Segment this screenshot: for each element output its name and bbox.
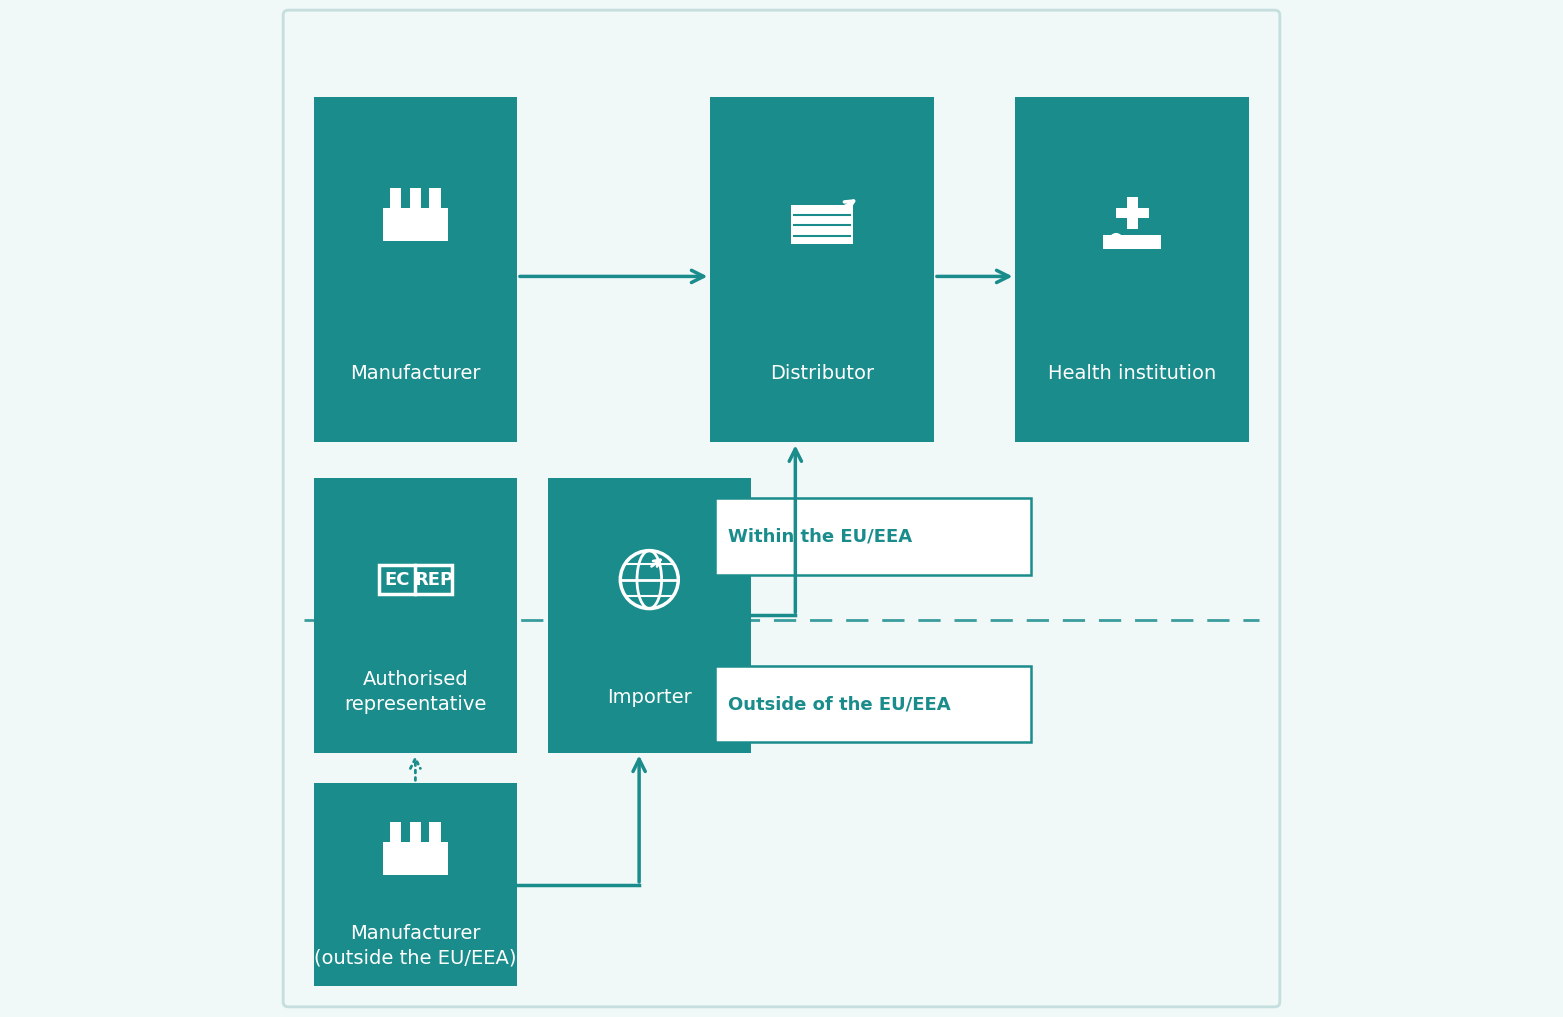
Bar bbox=[791, 205, 853, 244]
Text: Outside of the EU/EEA: Outside of the EU/EEA bbox=[728, 696, 950, 713]
Text: Manufacturer: Manufacturer bbox=[350, 364, 481, 382]
Bar bbox=[547, 478, 750, 753]
Text: REP: REP bbox=[414, 571, 453, 589]
Bar bbox=[389, 822, 402, 843]
Text: Distributor: Distributor bbox=[771, 364, 874, 382]
Bar bbox=[389, 188, 402, 210]
FancyBboxPatch shape bbox=[283, 10, 1280, 1007]
Bar bbox=[430, 822, 441, 843]
Circle shape bbox=[1110, 233, 1124, 247]
Bar bbox=[383, 842, 449, 875]
Bar bbox=[410, 822, 420, 843]
Text: EC: EC bbox=[384, 571, 410, 589]
Text: Authorised
representative: Authorised representative bbox=[344, 670, 486, 714]
Bar bbox=[1116, 207, 1149, 219]
Bar bbox=[430, 188, 441, 210]
Bar bbox=[710, 97, 935, 442]
Bar bbox=[1103, 235, 1161, 249]
Text: Manufacturer
(outside the EU/EEA): Manufacturer (outside the EU/EEA) bbox=[314, 923, 517, 968]
Bar bbox=[378, 565, 452, 594]
Text: Importer: Importer bbox=[606, 689, 692, 707]
Bar bbox=[716, 498, 1030, 575]
Bar bbox=[716, 666, 1030, 742]
Bar bbox=[1127, 196, 1138, 230]
Bar bbox=[314, 97, 517, 442]
Bar bbox=[314, 783, 517, 986]
Bar bbox=[410, 188, 420, 210]
Bar bbox=[1016, 97, 1249, 442]
Text: Health institution: Health institution bbox=[1049, 364, 1216, 382]
Bar bbox=[314, 478, 517, 753]
Text: Within the EU/EEA: Within the EU/EEA bbox=[728, 528, 911, 545]
Bar bbox=[383, 208, 449, 241]
